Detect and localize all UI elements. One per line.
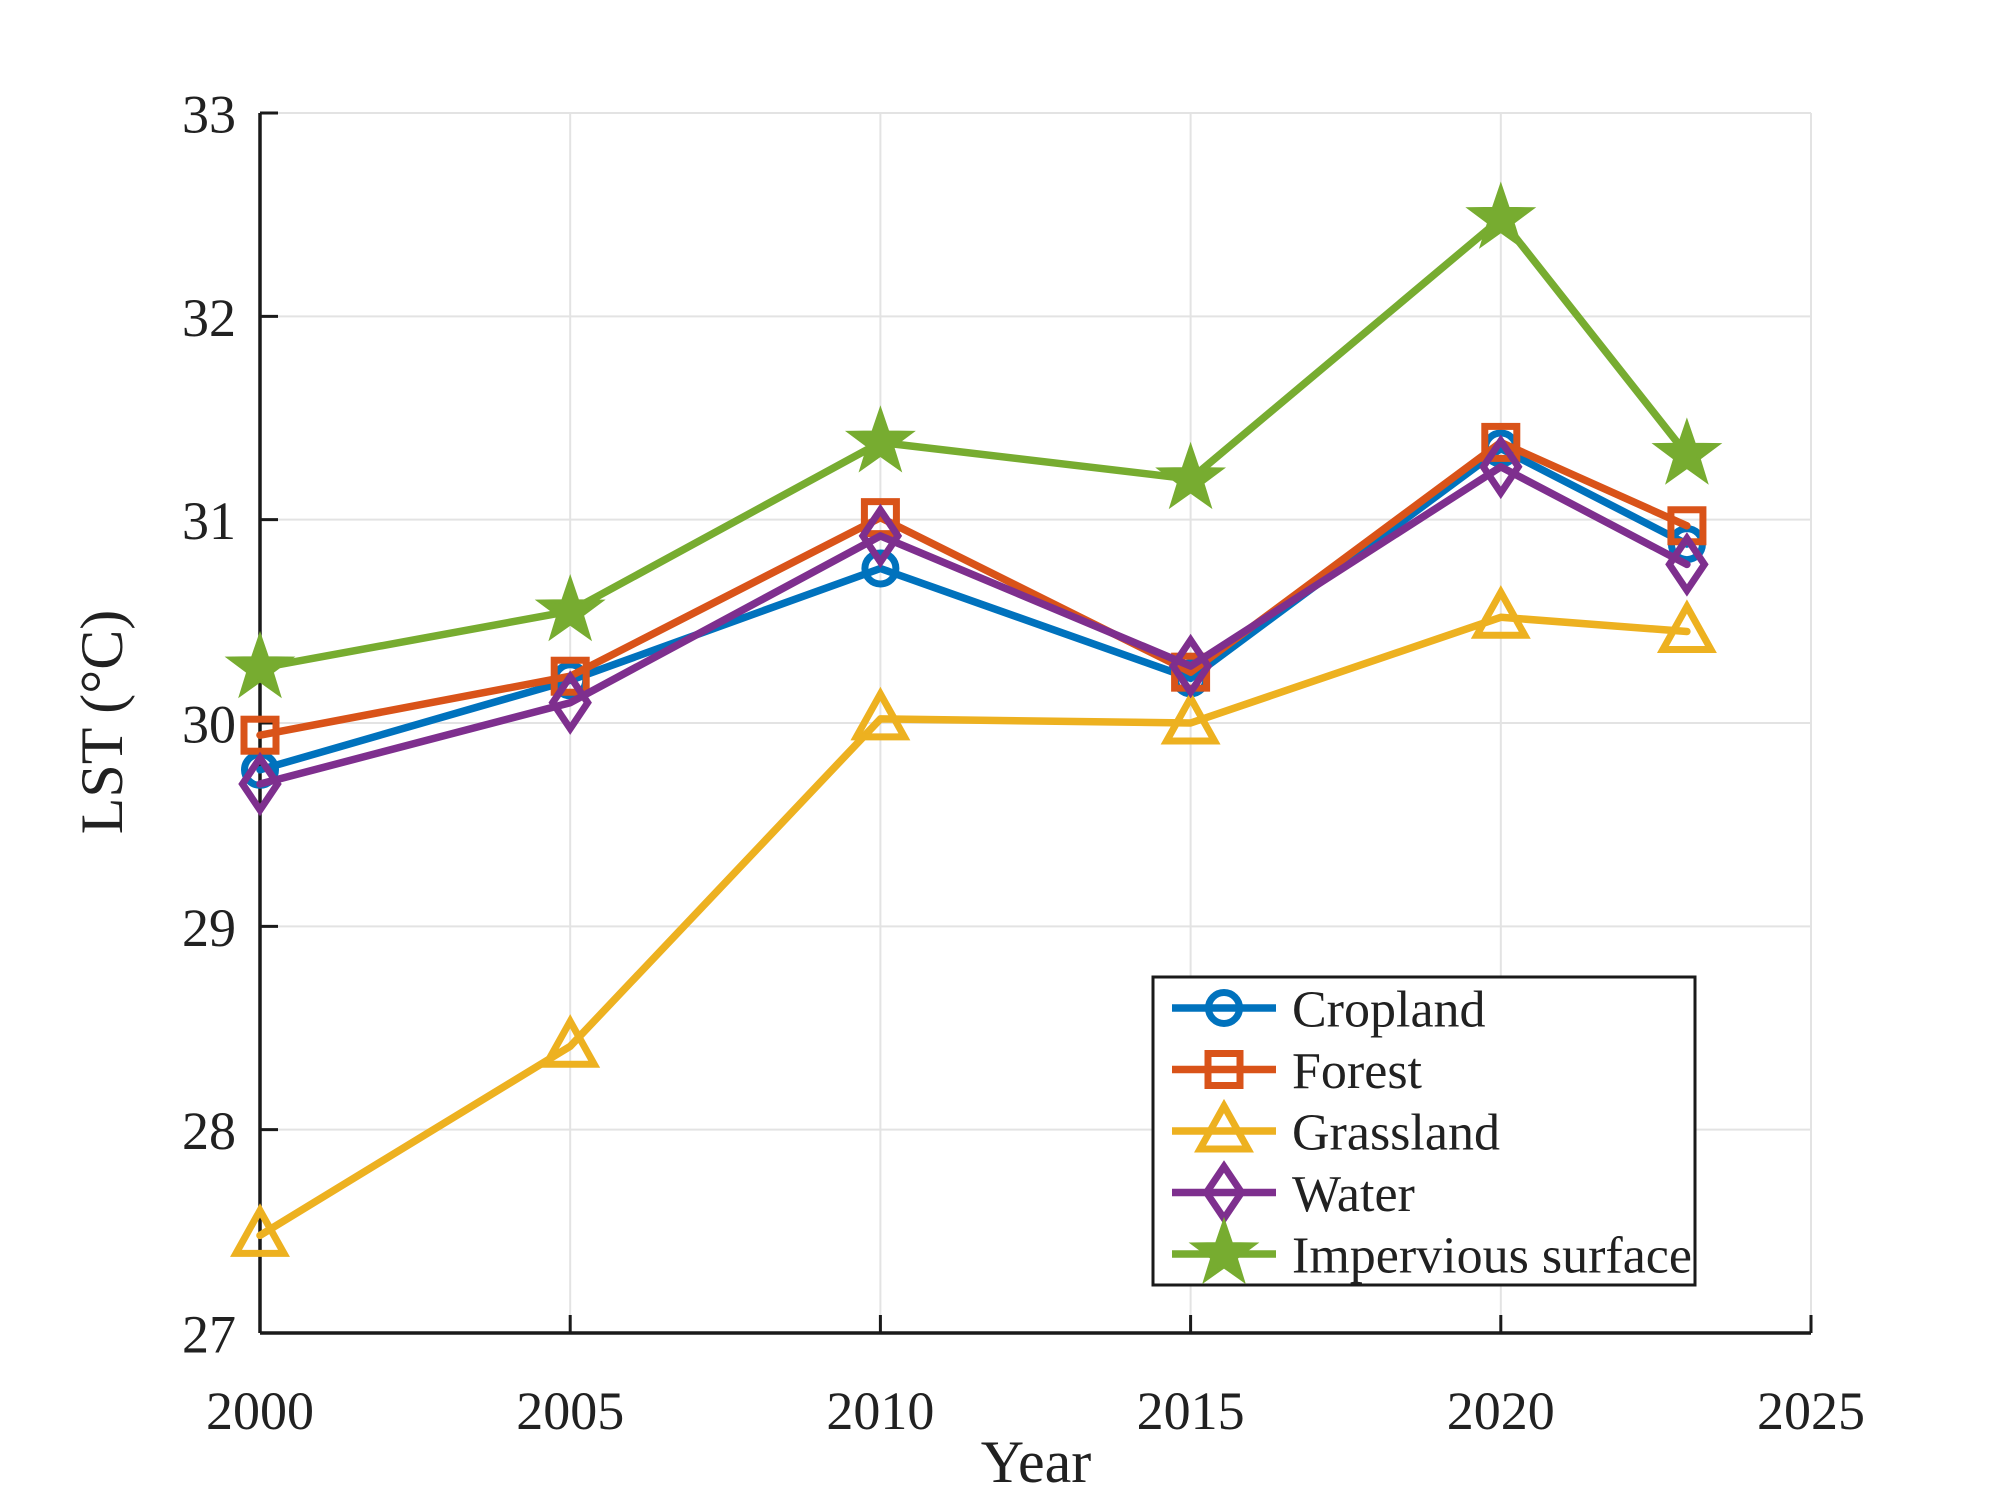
series-line: [256, 438, 1691, 739]
triangle-marker: [1160, 690, 1221, 745]
legend-item-forest: Forest: [1172, 1043, 1423, 1100]
triangle-marker: [1656, 599, 1717, 653]
star-marker: [1465, 181, 1537, 249]
legend-item-water: Water: [1172, 1160, 1415, 1225]
x-tick-label: 2005: [516, 1381, 624, 1441]
legend-item-grassland: Grassland: [1172, 1098, 1500, 1162]
legend-item-cropland: Cropland: [1172, 982, 1486, 1039]
series-water: [238, 434, 1709, 817]
legend-label: Impervious surface: [1292, 1228, 1692, 1285]
x-axis-label: Year: [981, 1429, 1092, 1495]
star-marker: [224, 630, 296, 699]
legend-item-impervious-surface: Impervious surface: [1172, 1216, 1692, 1285]
star-marker: [1188, 1216, 1260, 1285]
x-tick-label: 2000: [206, 1381, 314, 1441]
axes: [258, 111, 1813, 1335]
legend-label: Forest: [1292, 1043, 1423, 1100]
legend-label: Water: [1292, 1166, 1415, 1223]
x-tick-label: 2025: [1757, 1381, 1865, 1441]
diamond-marker: [548, 670, 592, 735]
square-marker: [1204, 1050, 1244, 1089]
diamond-marker: [1665, 532, 1709, 597]
x-tick-label: 2020: [1447, 1381, 1555, 1441]
series-line: [256, 444, 1691, 774]
circle-marker: [861, 549, 900, 588]
star-marker: [534, 574, 606, 642]
diamond-marker: [858, 503, 903, 569]
triangle-marker: [850, 686, 911, 741]
star-marker: [1651, 417, 1723, 485]
y-tick-label: 32: [182, 288, 236, 348]
series-grassland: [230, 585, 1717, 1257]
series-impervious-surface: [224, 181, 1723, 699]
legend-label: Grassland: [1292, 1105, 1500, 1162]
star-marker: [844, 405, 916, 473]
triangle-marker: [1194, 1098, 1254, 1153]
diamond-marker: [1479, 434, 1523, 500]
y-tick-label: 28: [182, 1101, 236, 1161]
x-tick-label: 2015: [1137, 1381, 1245, 1441]
diamond-marker: [1168, 633, 1213, 699]
square-marker: [240, 715, 280, 755]
circle-marker: [1205, 989, 1243, 1027]
gridlines: [259, 112, 1812, 1334]
y-tick-label: 29: [182, 898, 236, 958]
y-axis-label: LST (°C): [69, 610, 135, 835]
star-marker: [1155, 441, 1227, 510]
y-tick-label: 30: [182, 694, 236, 754]
x-tick-label: 2010: [826, 1381, 934, 1441]
y-tick-label: 33: [182, 84, 236, 144]
y-tick-label: 27: [182, 1304, 236, 1364]
series-line: [256, 613, 1691, 1240]
series-line: [256, 214, 1691, 672]
series-line: [256, 463, 1691, 788]
y-tick-label: 31: [182, 491, 236, 551]
square-marker: [1481, 422, 1521, 462]
series-forest: [240, 422, 1707, 755]
square-marker: [550, 656, 590, 696]
triangle-marker: [230, 1203, 290, 1257]
data-series: [224, 181, 1723, 1257]
diamond-marker: [238, 751, 282, 817]
tick-labels: 2000 2005 2010 2015 2020 2025 27 28 29 30 31 32 33: [182, 84, 1865, 1440]
triangle-marker: [540, 1014, 601, 1068]
triangle-marker: [1470, 585, 1531, 639]
legend-label: Cropland: [1292, 982, 1486, 1039]
